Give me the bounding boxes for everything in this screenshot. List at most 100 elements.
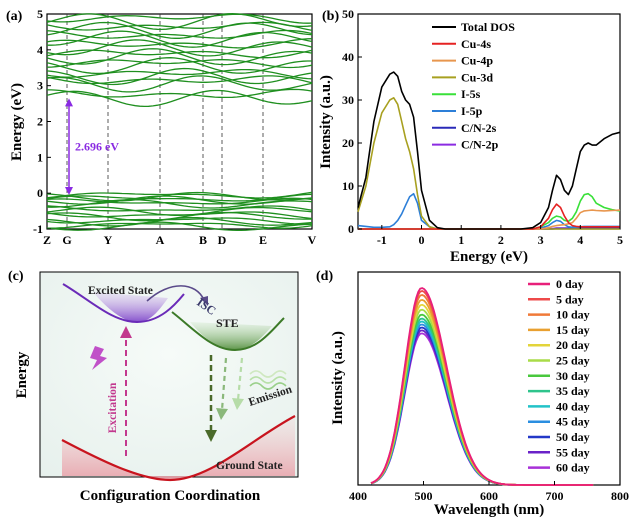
pl-legend-label-1: 5 day [556,292,584,306]
band-line [46,57,312,75]
b-y-tick-label: 30 [342,93,354,107]
pl-line-0-day [370,287,594,486]
legend-label-3: Cu-3d [461,70,493,84]
emission-wave-3 [249,370,287,378]
kpoint-label-E: E [259,233,267,247]
band-line [46,38,313,49]
legend-label-6: C/N-2s [461,121,497,135]
d-x-tick-label: 800 [611,489,629,503]
pl-legend-label-7: 35 day [556,384,590,398]
dos-line-total-dos [357,71,621,230]
isc-arrowhead [200,296,208,306]
ground-state-label: Ground State [216,460,283,472]
band-line [46,217,313,225]
pl-legend-label-10: 50 day [556,430,590,444]
panel-label-d: (d) [316,269,333,284]
kpoint-label-D: D [218,233,227,247]
b-y-tick-label: 20 [342,136,354,150]
b-x-ticks: -1 0 1 2 3 4 5 [377,225,623,247]
band-line [46,211,312,222]
ground-state-fill [62,416,295,480]
legend-label-5: I-5p [461,104,483,118]
b-y-tick-label: 40 [342,50,354,64]
b-y-tick-label: 10 [342,179,354,193]
lightning-icon [90,346,107,370]
kpoint-label-B: B [199,233,207,247]
excitation-arrowhead [120,326,132,338]
b-x-tick-label: 0 [419,233,425,247]
a-y-tick-label: 5 [37,7,43,21]
band-line [46,88,313,99]
band-line [46,68,313,80]
d-x-tick-label: 600 [480,489,498,503]
band-line [46,199,313,209]
band-line [46,13,313,31]
band-line [46,48,313,66]
dos-line-cu-3d [357,97,620,230]
panel-label-c: (c) [8,269,24,284]
band-line [46,75,313,85]
kpoint-label-Y: Y [104,233,113,247]
mechanism-diagram: ISC Excited State STE Excitation Emissio… [14,271,299,504]
emission-arrowhead-3 [232,398,244,410]
excitation-label: Excitation [107,382,119,433]
a-y-tick-label: 2 [37,115,43,129]
band-line [46,21,313,39]
kpoint-label-V: V [308,233,317,247]
legend-label-7: C/N-2p [461,138,499,152]
legend-label-1: Cu-4s [461,37,491,51]
band-line [46,13,313,24]
b-y-axis-label: Intensity (a.u.) [318,75,334,169]
band-gap-arrowhead-down [65,186,73,195]
band-line [46,191,313,199]
band-line [46,211,313,220]
band-line [46,39,313,57]
d-x-tick-label: 400 [349,489,367,503]
pl-legend-label-8: 40 day [556,399,590,413]
b-y-tick-label: 0 [348,222,354,236]
a-y-tick-label: 3 [37,79,43,93]
pl-legend-label-4: 20 day [556,338,590,352]
b-x-tick-label: 4 [577,233,583,247]
pl-legend-label-0: 0 day [556,277,584,291]
band-line [46,197,313,205]
b-x-tick-label: 1 [458,233,464,247]
a-y-ticks: -1 0 1 2 3 4 5 [33,7,51,236]
b-y-tick-label: 50 [342,7,354,21]
a-y-tick-label: 1 [37,150,43,164]
dos-panel: 0 10 20 30 40 50 -1 0 1 2 3 4 5 Total DOS Cu-4s Cu-4p… [318,7,623,265]
legend-label-0: Total DOS [461,20,515,34]
band-line [46,67,313,86]
a-y-tick-label: 0 [37,186,43,200]
panel-label-a: (a) [6,9,23,24]
pl-legend-label-2: 10 day [556,308,590,322]
dos-line-i-5s [358,192,621,230]
excited-state-curve [62,283,185,324]
b-y-ticks: 0 10 20 30 40 50 [342,7,362,236]
b-x-tick-label: -1 [377,233,387,247]
a-y-axis-label: Energy (eV) [9,83,25,161]
band-line [46,59,313,69]
band-line [46,89,313,108]
band-lines [46,13,313,231]
d-x-tick-label: 700 [546,489,564,503]
band-line [46,205,313,212]
excited-state-label: Excited State [88,285,153,297]
pl-legend-label-12: 60 day [556,461,590,475]
ste-label: STE [216,316,239,330]
kpoint-lines [66,14,264,229]
ste-curve [171,311,285,352]
isc-arrow [146,285,205,302]
emission-arrowhead-2 [216,408,228,420]
emission-arrow-3 [236,357,244,401]
panel-label-b: (b) [322,9,339,24]
pl-legend-label-5: 25 day [556,354,590,368]
pl-legend-label-11: 55 day [556,445,590,459]
a-y-tick-label: 4 [37,43,43,57]
d-x-tick-label: 500 [415,489,433,503]
pl-legend-label-6: 30 day [556,369,590,383]
pl-series [370,287,594,486]
